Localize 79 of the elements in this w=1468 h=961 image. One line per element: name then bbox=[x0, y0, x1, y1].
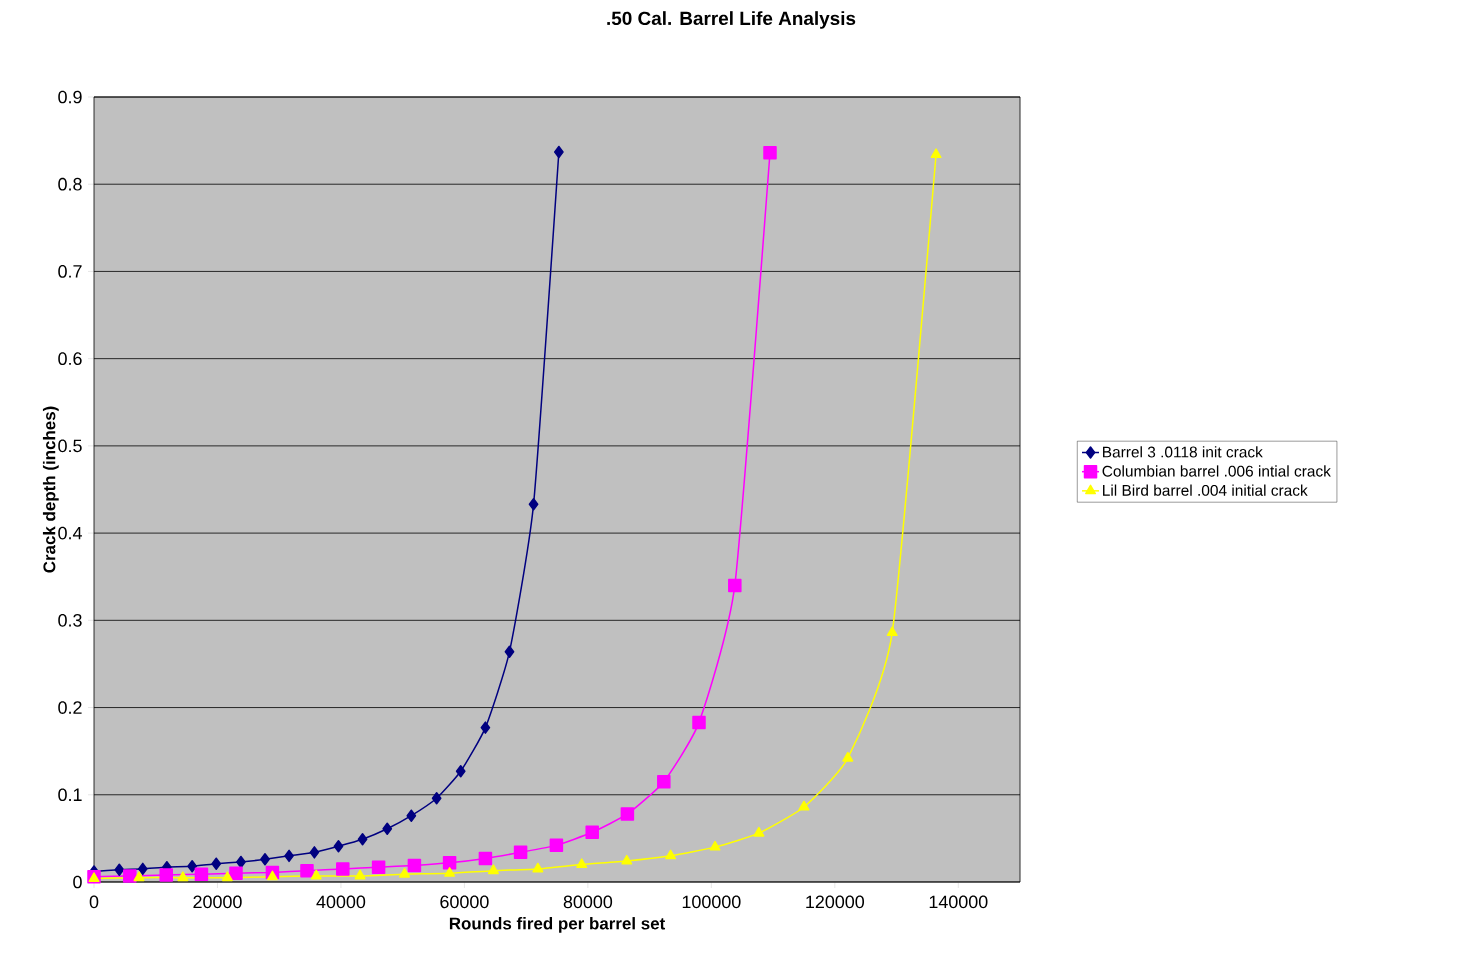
point bbox=[487, 864, 499, 875]
point bbox=[455, 764, 466, 778]
point bbox=[406, 809, 417, 822]
point bbox=[211, 857, 222, 870]
point bbox=[333, 839, 344, 853]
point bbox=[336, 862, 350, 876]
point bbox=[194, 867, 209, 881]
point bbox=[300, 863, 314, 878]
point bbox=[657, 774, 671, 789]
point bbox=[532, 862, 544, 873]
point bbox=[930, 148, 942, 159]
legend-label: Barrel 3 .0118 init crack bbox=[1103, 446, 1263, 458]
point bbox=[354, 869, 366, 880]
point bbox=[504, 645, 515, 658]
point bbox=[585, 825, 599, 840]
point bbox=[753, 826, 765, 837]
point bbox=[236, 855, 246, 869]
point bbox=[221, 871, 233, 882]
x-tick-label: 20000 bbox=[193, 895, 242, 909]
point bbox=[692, 715, 706, 730]
y-tick-label: 0.5 bbox=[58, 439, 82, 453]
point bbox=[133, 871, 145, 882]
point bbox=[665, 849, 677, 860]
x-tick-label: 60000 bbox=[440, 895, 489, 909]
y-tick-label: 0.3 bbox=[58, 613, 82, 627]
x-tick-label: 100000 bbox=[682, 895, 741, 909]
point bbox=[528, 498, 539, 511]
point bbox=[177, 871, 189, 882]
point bbox=[763, 146, 777, 160]
point bbox=[382, 822, 393, 836]
point bbox=[709, 840, 721, 851]
y-tick-label: 0.6 bbox=[58, 352, 82, 365]
y-tick-label: 0.4 bbox=[58, 526, 82, 540]
point bbox=[309, 846, 320, 859]
point bbox=[187, 860, 198, 873]
x-tick-label: 140000 bbox=[929, 895, 988, 909]
point bbox=[266, 870, 278, 881]
legend-label: Lil Bird barrel .004 initial crack bbox=[1103, 484, 1308, 496]
point bbox=[886, 626, 898, 637]
point bbox=[114, 863, 125, 877]
y-tick-label: 0 bbox=[73, 875, 82, 889]
point bbox=[357, 833, 368, 846]
point bbox=[371, 860, 386, 874]
x-tick-label: 80000 bbox=[563, 895, 613, 909]
point bbox=[399, 867, 411, 878]
point bbox=[260, 853, 270, 866]
chart-title: .50 Cal. Barrel Life Analysis bbox=[607, 11, 856, 29]
point bbox=[159, 868, 173, 882]
x-axis-title: Rounds fired per barrel set bbox=[449, 917, 666, 933]
y-tick-label: 0.2 bbox=[58, 701, 82, 714]
point bbox=[442, 856, 457, 870]
point bbox=[728, 578, 742, 593]
point bbox=[444, 867, 456, 877]
point bbox=[553, 145, 564, 159]
x-tick-label: 120000 bbox=[806, 895, 865, 909]
y-tick-label: 0.1 bbox=[58, 788, 82, 802]
point bbox=[842, 751, 854, 762]
point bbox=[229, 866, 243, 881]
point bbox=[621, 854, 633, 865]
legend-label: Columbian barrel .006 intial crack bbox=[1102, 465, 1331, 477]
point bbox=[123, 869, 137, 883]
x-tick-label: 0 bbox=[89, 895, 99, 909]
point bbox=[576, 858, 588, 869]
y-tick-label: 0.9 bbox=[58, 90, 82, 104]
point bbox=[478, 851, 493, 866]
point bbox=[480, 721, 491, 734]
point bbox=[513, 845, 528, 860]
point bbox=[310, 869, 322, 880]
x-tick-label: 40000 bbox=[316, 895, 366, 909]
y-tick-label: 0.7 bbox=[58, 265, 82, 278]
point bbox=[407, 858, 422, 873]
point bbox=[431, 792, 442, 805]
point bbox=[137, 862, 148, 876]
y-axis-title: Crack depth (inches) bbox=[42, 406, 59, 573]
point bbox=[549, 838, 564, 853]
point bbox=[284, 849, 294, 863]
point bbox=[798, 800, 810, 811]
point bbox=[620, 807, 635, 821]
y-tick-label: 0.8 bbox=[58, 177, 82, 191]
